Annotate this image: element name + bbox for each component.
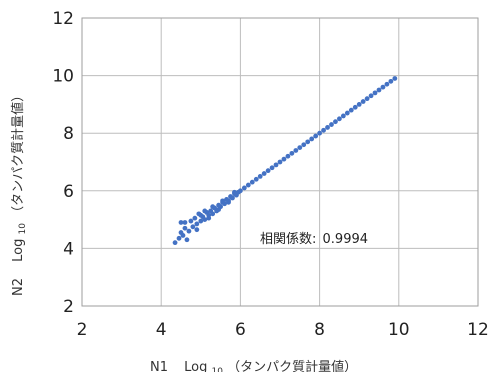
- y-axis-title-suffix: （タンパク質計量値）: [10, 89, 26, 219]
- x-tick-label: 4: [156, 320, 167, 340]
- data-point: [329, 122, 334, 127]
- data-point: [325, 125, 330, 130]
- y-tick-label: 6: [63, 182, 74, 202]
- data-point: [353, 105, 358, 110]
- x-axis-title-prefix: N1: [150, 360, 168, 372]
- data-point: [313, 134, 318, 139]
- data-point: [246, 183, 251, 188]
- data-point: [210, 204, 215, 209]
- data-point: [317, 131, 322, 136]
- annotation-label: 相関係数:: [260, 232, 316, 247]
- data-point: [373, 90, 378, 95]
- data-point: [230, 196, 235, 201]
- data-points: [173, 76, 398, 245]
- x-axis-title: N1 Log 10 （タンパク質計量値）: [150, 359, 357, 372]
- y-axis-title-sub: 10: [18, 223, 28, 235]
- data-point: [198, 213, 203, 218]
- data-point: [381, 85, 386, 90]
- data-point: [254, 177, 259, 182]
- y-tick-label: 12: [52, 9, 74, 29]
- x-tick-label: 2: [77, 320, 88, 340]
- data-point: [392, 76, 397, 81]
- data-point: [278, 160, 283, 165]
- y-axis-title-log: Log: [11, 239, 26, 262]
- data-point: [220, 198, 225, 203]
- data-point: [369, 93, 374, 98]
- svg-text:N2 Log 10 （タ: N2 Log 10 （タンパク質計量値）: [10, 89, 29, 296]
- y-tick-label: 2: [63, 297, 74, 317]
- data-point: [190, 224, 195, 229]
- data-point: [337, 116, 342, 121]
- data-point: [377, 88, 382, 93]
- y-tick-label: 8: [63, 124, 74, 144]
- annotation-value: 0.9994: [323, 232, 369, 247]
- x-tick-label: 12: [467, 320, 489, 340]
- data-point: [262, 171, 267, 176]
- data-point: [173, 240, 178, 245]
- x-tick-label: 6: [235, 320, 246, 340]
- data-point: [341, 114, 346, 119]
- data-point: [189, 219, 194, 224]
- y-tick-label: 10: [52, 67, 74, 87]
- data-point: [194, 222, 199, 227]
- data-point: [361, 99, 366, 104]
- x-tick-labels: 2 4 6 8 10 12: [77, 320, 489, 340]
- data-point: [206, 216, 211, 221]
- data-point: [185, 237, 190, 242]
- data-point: [301, 142, 306, 147]
- data-point: [365, 96, 370, 101]
- data-point: [210, 211, 215, 216]
- correlation-annotation: 相関係数: 0.9994: [260, 232, 368, 247]
- data-point: [349, 108, 354, 113]
- data-point: [286, 154, 291, 159]
- data-point: [242, 186, 247, 191]
- data-point: [388, 79, 393, 84]
- x-tick-label: 10: [388, 320, 410, 340]
- data-point: [194, 227, 199, 232]
- data-point: [232, 190, 237, 195]
- data-point: [270, 165, 275, 170]
- y-axis-title: N2 Log 10 （タンパク質計量値）: [10, 89, 29, 296]
- data-point: [226, 200, 231, 205]
- data-point: [179, 230, 184, 235]
- data-point: [289, 151, 294, 156]
- data-point: [216, 207, 221, 212]
- data-point: [177, 236, 182, 241]
- svg-text:相関係数: 0.9994: 相関係数: 0.9994: [260, 232, 368, 247]
- y-axis-title-prefix: N2: [11, 278, 26, 296]
- data-point: [297, 145, 302, 150]
- x-axis-title-log: Log: [184, 360, 207, 372]
- data-point: [385, 82, 390, 87]
- data-point: [321, 128, 326, 133]
- data-point: [238, 188, 243, 193]
- data-point: [274, 162, 279, 167]
- data-point: [258, 174, 263, 179]
- data-point: [183, 220, 188, 225]
- data-point: [309, 137, 314, 142]
- data-point: [183, 226, 188, 231]
- y-tick-labels: 2 4 6 8 10 12: [52, 9, 74, 317]
- data-point: [293, 148, 298, 153]
- data-point: [333, 119, 338, 124]
- data-point: [187, 229, 192, 234]
- data-point: [282, 157, 287, 162]
- x-axis-title-suffix: （タンパク質計量値）: [227, 359, 357, 372]
- data-point: [202, 209, 207, 214]
- data-point: [250, 180, 255, 185]
- data-point: [266, 168, 271, 173]
- x-tick-label: 8: [314, 320, 325, 340]
- data-point: [357, 102, 362, 107]
- data-point: [305, 139, 310, 144]
- data-point: [192, 216, 197, 221]
- data-point: [345, 111, 350, 116]
- svg-text:N1 Log 10 （タ: N1 Log 10 （タンパク質計量値）: [150, 359, 357, 372]
- y-tick-label: 4: [63, 239, 74, 259]
- x-axis-title-sub: 10: [212, 367, 224, 372]
